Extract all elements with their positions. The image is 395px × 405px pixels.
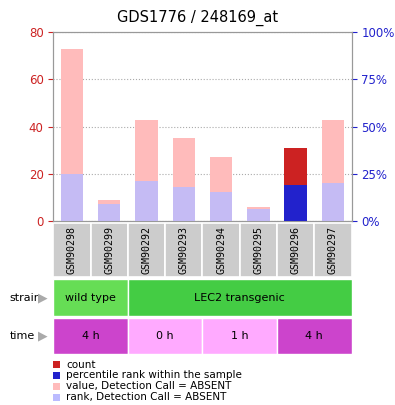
- Bar: [284, 185, 307, 221]
- Text: GSM90292: GSM90292: [141, 226, 152, 274]
- Bar: [165, 223, 202, 277]
- Text: GSM90296: GSM90296: [291, 226, 301, 274]
- Bar: [173, 139, 195, 221]
- Text: GSM90298: GSM90298: [67, 226, 77, 274]
- Bar: [240, 223, 277, 277]
- Bar: [322, 119, 344, 221]
- Text: 4 h: 4 h: [305, 331, 323, 341]
- Bar: [128, 318, 202, 354]
- Bar: [210, 192, 232, 221]
- Text: ▶: ▶: [38, 330, 47, 343]
- Bar: [98, 204, 120, 221]
- Bar: [135, 119, 158, 221]
- Bar: [322, 183, 344, 221]
- Bar: [284, 148, 307, 221]
- Text: GSM90293: GSM90293: [179, 226, 189, 274]
- Text: GSM90294: GSM90294: [216, 226, 226, 274]
- Text: time: time: [10, 331, 35, 341]
- Bar: [98, 200, 120, 221]
- Bar: [53, 279, 128, 316]
- Bar: [53, 223, 90, 277]
- Bar: [61, 49, 83, 221]
- Text: 1 h: 1 h: [231, 331, 248, 341]
- Bar: [61, 174, 83, 221]
- Bar: [247, 207, 269, 221]
- Text: percentile rank within the sample: percentile rank within the sample: [66, 371, 242, 380]
- Bar: [284, 185, 307, 221]
- Bar: [210, 157, 232, 221]
- Bar: [277, 223, 314, 277]
- Text: GSM90297: GSM90297: [328, 226, 338, 274]
- Text: GSM90295: GSM90295: [253, 226, 263, 274]
- Text: strain: strain: [10, 293, 42, 303]
- Bar: [314, 223, 352, 277]
- Text: wild type: wild type: [65, 293, 116, 303]
- Bar: [203, 223, 240, 277]
- Text: GSM90299: GSM90299: [104, 226, 114, 274]
- Bar: [277, 318, 352, 354]
- Bar: [135, 181, 158, 221]
- Bar: [247, 209, 269, 221]
- Text: 0 h: 0 h: [156, 331, 174, 341]
- Bar: [128, 223, 165, 277]
- Text: rank, Detection Call = ABSENT: rank, Detection Call = ABSENT: [66, 392, 227, 402]
- Bar: [128, 279, 352, 316]
- Text: ▶: ▶: [38, 291, 47, 304]
- Text: GDS1776 / 248169_at: GDS1776 / 248169_at: [117, 10, 278, 26]
- Bar: [53, 318, 128, 354]
- Bar: [202, 318, 277, 354]
- Bar: [173, 187, 195, 221]
- Text: count: count: [66, 360, 96, 369]
- Text: LEC2 transgenic: LEC2 transgenic: [194, 293, 285, 303]
- Text: value, Detection Call = ABSENT: value, Detection Call = ABSENT: [66, 382, 231, 391]
- Text: 4 h: 4 h: [82, 331, 100, 341]
- Bar: [90, 223, 128, 277]
